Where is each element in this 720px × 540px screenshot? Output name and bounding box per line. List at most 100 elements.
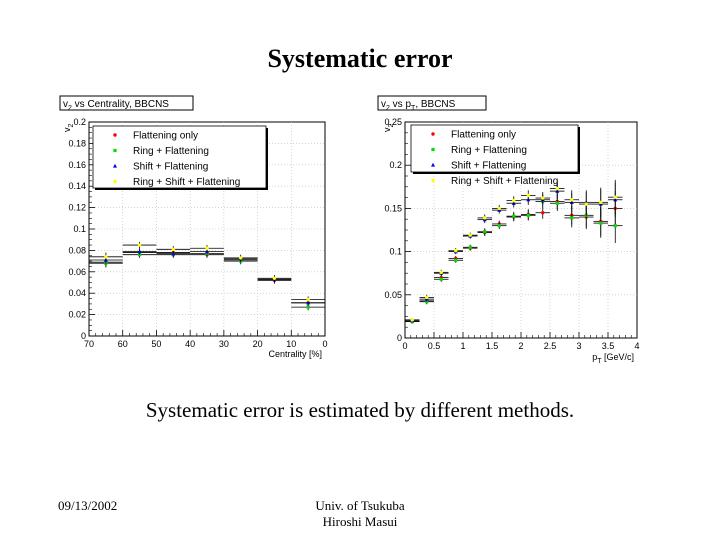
legend-marker: [113, 179, 117, 184]
legend-box: [92, 125, 267, 189]
slide-title: Systematic error: [267, 44, 453, 73]
y-tick-label: 0.14: [68, 181, 86, 191]
legend-marker: [431, 178, 435, 183]
legend-marker: [113, 163, 117, 168]
data-point: [410, 318, 414, 322]
y-tick-label: 0.02: [68, 310, 86, 320]
data-point: [272, 276, 277, 280]
data-point: [555, 201, 559, 205]
chart-title-box-left: v2 vs Centrality, BBCNS: [59, 95, 194, 112]
y-tick-label: 0.18: [68, 138, 86, 148]
chart-left: 70 60 50 40 30 20 10 0 0 0.02 0.04 0.06 0.08 0.1 0.12 0…: [62, 117, 328, 359]
series-3: [405, 179, 623, 322]
x-tick-label: 40: [185, 339, 195, 349]
chart-title-box-right: v2 vs pT, BBCNS: [377, 95, 487, 112]
data-point: [541, 211, 545, 215]
data-point: [205, 246, 209, 250]
x-tick-label: 20: [253, 339, 263, 349]
data-point: [584, 202, 588, 206]
y-tick-label: 0.12: [68, 203, 86, 213]
x-tick-label: 4: [634, 341, 639, 351]
data-point: [526, 213, 530, 217]
footer-date: 09/13/2002: [58, 498, 118, 513]
data-point: [137, 243, 142, 247]
svg-text:v2 vs Centrality, BBCNS: v2 vs Centrality, BBCNS: [63, 99, 169, 112]
legend-label: Shift + Flattening: [451, 161, 526, 172]
y-tick-label: 0.2: [73, 117, 86, 127]
x-axis-label-right: pT [GeV/c]: [592, 352, 634, 365]
data-point: [468, 233, 472, 237]
data-point: [512, 198, 516, 203]
slide-subtitle: Systematic error is estimated by differe…: [145, 398, 575, 422]
data-point: [483, 230, 487, 234]
chart-title-left-sub: 2: [68, 105, 72, 112]
data-point: [497, 206, 501, 211]
footer-affiliation-line1: Univ. of Tsukuba: [315, 498, 405, 513]
y-tick-label: 0.06: [68, 267, 86, 277]
legend-label: Flattening only: [133, 131, 198, 142]
data-point: [570, 216, 574, 220]
x-tick-label: 60: [118, 339, 128, 349]
y-tick-label: 0.04: [68, 288, 86, 298]
legend-marker: [113, 133, 117, 137]
x-tick-label: 3: [576, 341, 581, 351]
legend-label: Flattening only: [451, 130, 516, 141]
legend-marker: [431, 147, 435, 152]
y-tick-label: 0.1: [73, 224, 86, 234]
x-tick-label: 70: [84, 339, 94, 349]
legend-marker: [431, 132, 435, 136]
chart-title-left-rest: vs Centrality, BBCNS: [72, 99, 169, 110]
data-point: [555, 186, 559, 191]
data-point: [497, 224, 501, 228]
data-point: [613, 195, 617, 199]
data-point: [512, 214, 516, 218]
data-point: [104, 255, 108, 259]
legend-label: Ring + Shift + Flattening: [451, 176, 558, 187]
data-point: [439, 277, 443, 281]
x-axis-label-left: Centrality [%]: [268, 349, 322, 359]
x-tick-label: 1.5: [486, 341, 499, 351]
x-tick-label: 50: [151, 339, 161, 349]
data-point: [468, 245, 472, 249]
data-point: [171, 251, 176, 256]
legend-marker: [113, 148, 117, 153]
y-tick-label: 0.16: [68, 160, 86, 170]
data-point: [526, 193, 530, 198]
data-point: [570, 198, 574, 202]
y-tick-label: 0.15: [384, 203, 402, 213]
legend-label: Ring + Flattening: [451, 145, 527, 156]
series-3: [89, 241, 325, 303]
x-tick-label: 1: [460, 341, 465, 351]
x-tick-label: 0: [322, 339, 327, 349]
data-point: [425, 295, 429, 300]
x-tick-label: 3.5: [602, 341, 615, 351]
legend-box: [410, 124, 579, 173]
x-tick-label: 0: [402, 341, 407, 351]
data-point: [239, 256, 243, 260]
y-tick-label: 0.25: [384, 117, 402, 127]
data-point: [599, 221, 603, 225]
y-tick-label: 0.1: [389, 247, 402, 257]
footer-affiliation: Univ. of Tsukuba Hiroshi Masui: [262, 498, 458, 530]
data-point: [613, 224, 617, 228]
chart-title-right-main: v: [381, 99, 386, 110]
legend-marker: [431, 162, 435, 167]
data-point: [541, 196, 545, 200]
data-point: [439, 270, 443, 275]
chart-title-left-main: v: [63, 99, 68, 110]
data-point: [171, 247, 175, 252]
y-tick-label: 0: [397, 333, 402, 343]
x-tick-label: 0.5: [428, 341, 441, 351]
y-axis-label-left: v2: [62, 124, 75, 133]
y-tick-label: 0.2: [389, 160, 402, 170]
data-point: [483, 216, 487, 220]
y-tick-label: 0.08: [68, 245, 86, 255]
x-tick-label: 2: [518, 341, 523, 351]
data-point: [137, 249, 142, 254]
footer-affiliation-line2: Hiroshi Masui: [322, 514, 398, 529]
data-point: [599, 200, 603, 205]
x-tick-label: 30: [219, 339, 229, 349]
chart-right: 0 0.5 1 1.5 2 2.5 3 3.5 400.050.10.150.20.25 v2 …: [382, 117, 640, 365]
x-tick-label: 10: [286, 339, 296, 349]
